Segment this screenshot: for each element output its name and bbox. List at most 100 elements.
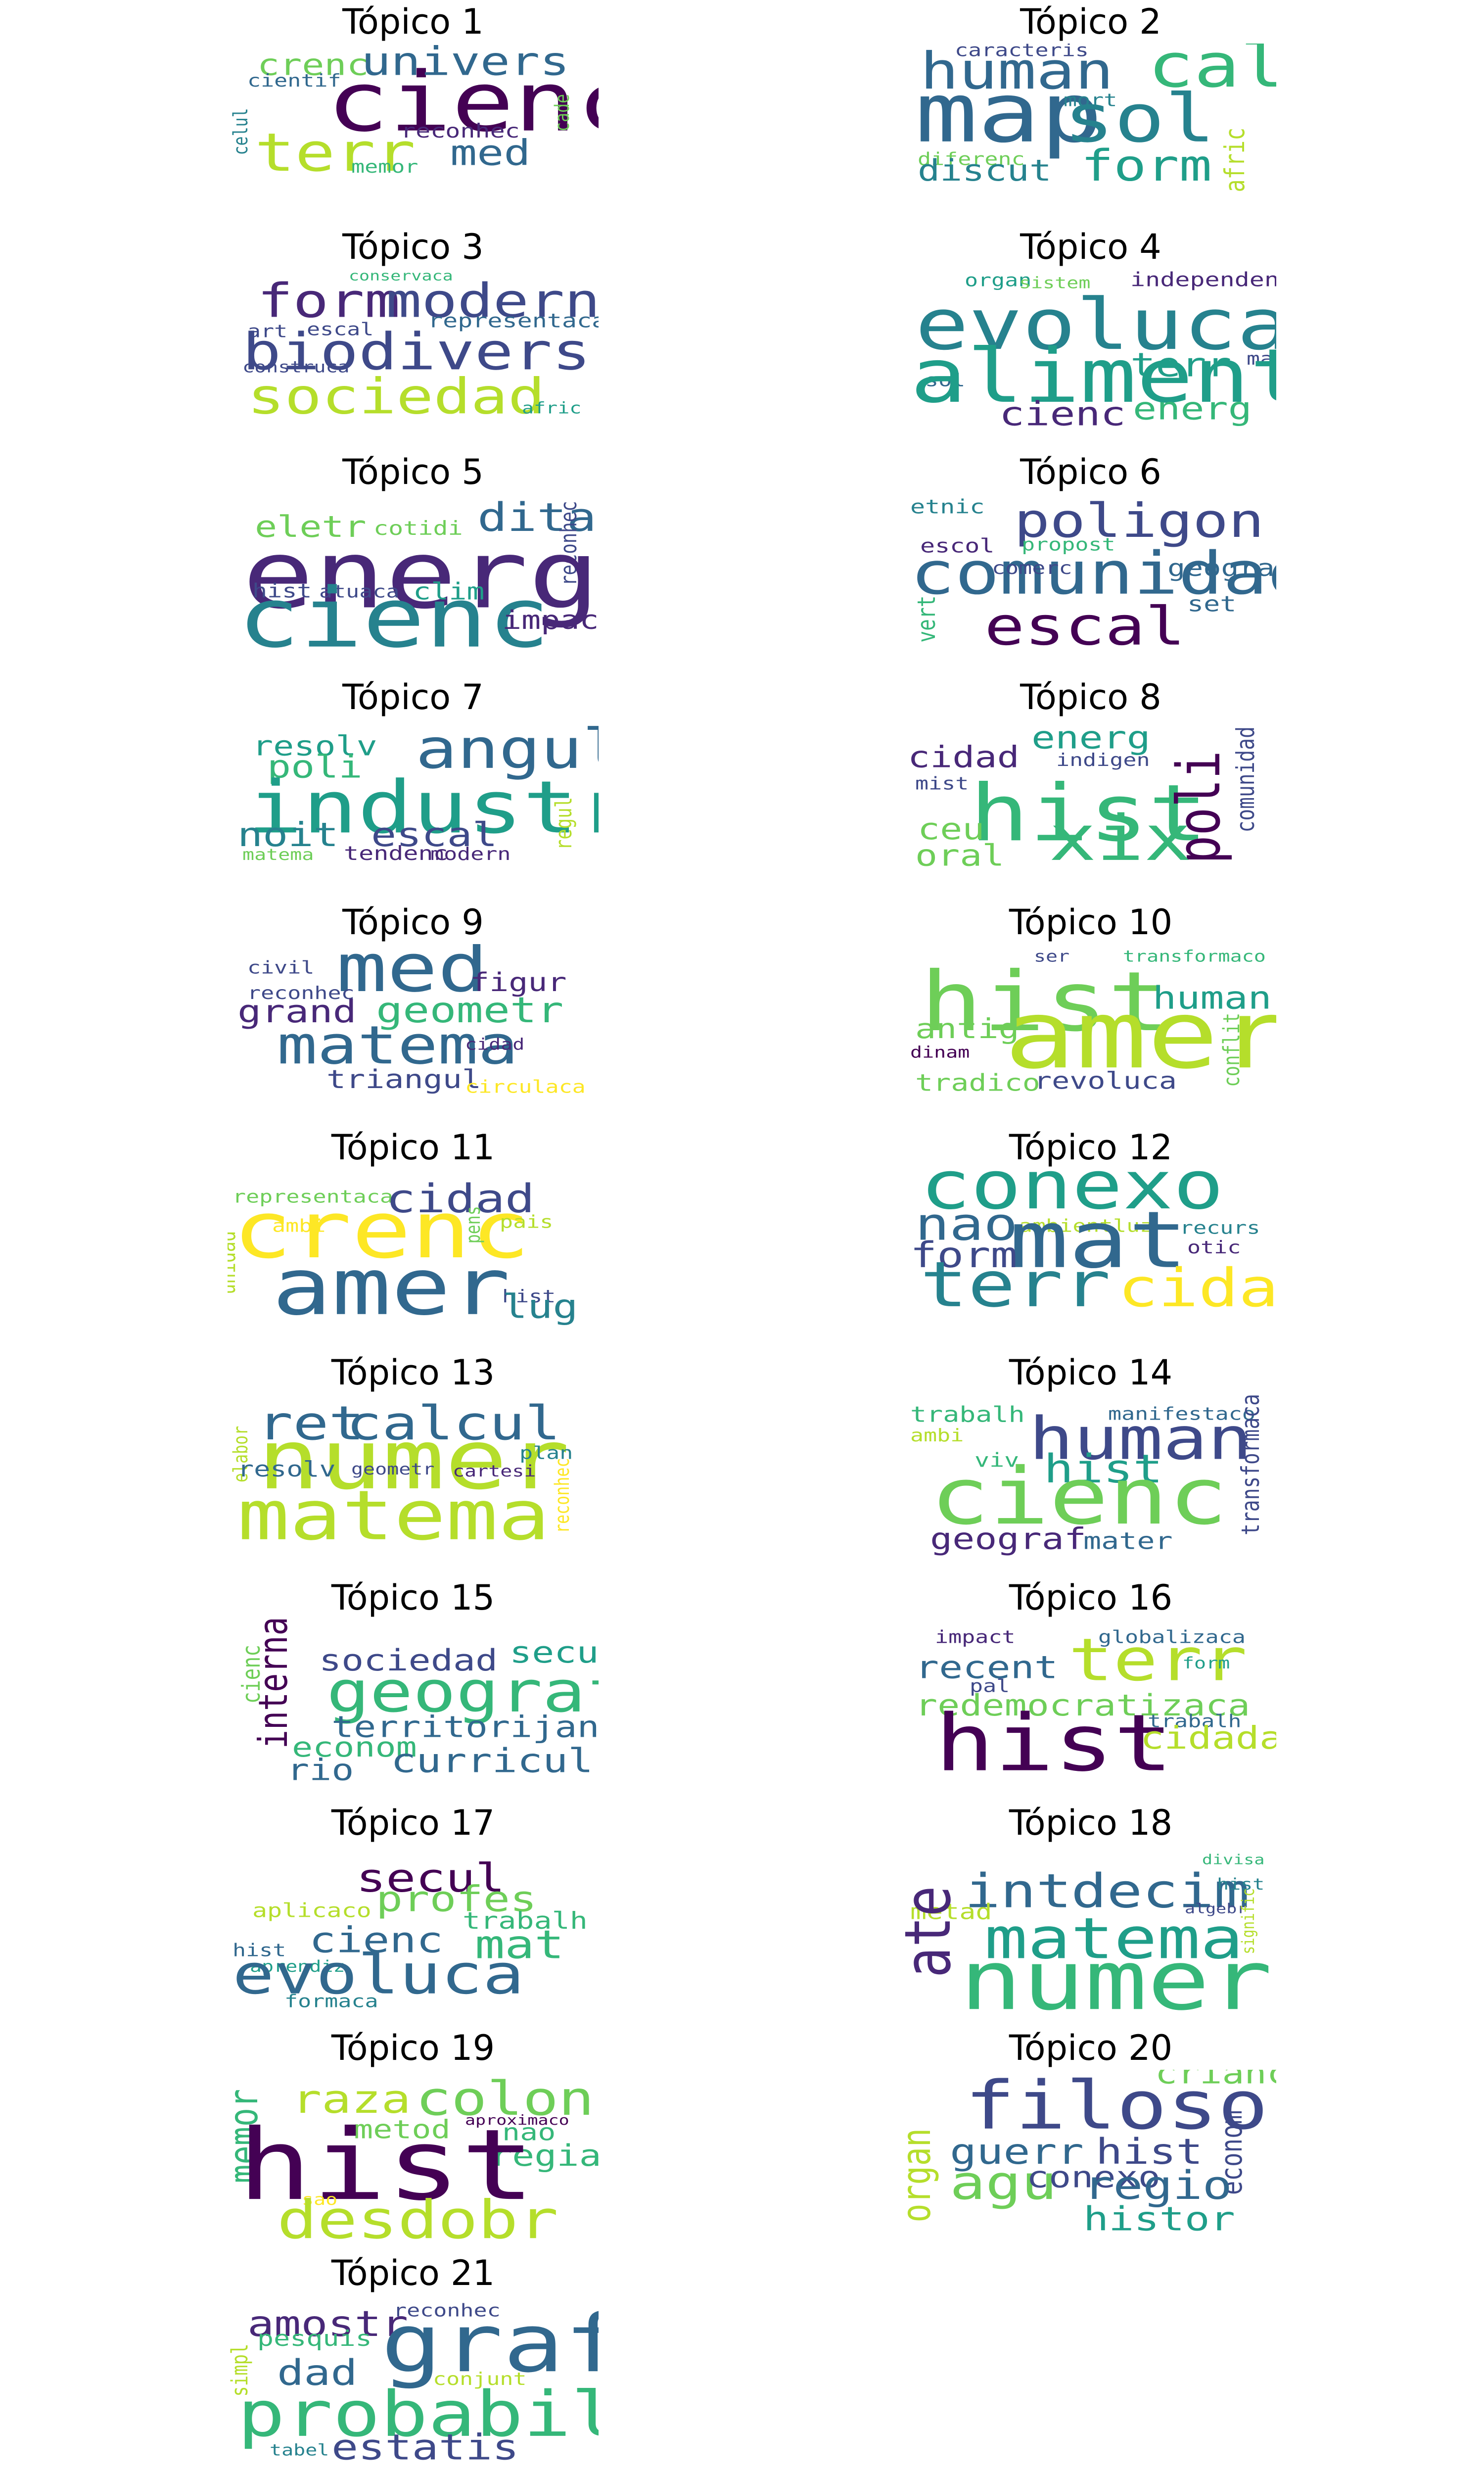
word-representaca: representaca: [428, 309, 599, 333]
word-energ: energ: [1031, 719, 1151, 756]
word-hist: hist: [232, 1940, 286, 1960]
word-aproximaco: aproximaco: [465, 2112, 569, 2128]
word-antig: antig: [915, 1012, 1020, 1045]
word-crenc: crenc: [257, 48, 369, 82]
word-conjunt: conjunt: [433, 2369, 527, 2389]
word-etnic: etnic: [910, 495, 985, 519]
word-comerc: comerc: [992, 558, 1072, 578]
word-otic: otic: [1187, 1237, 1241, 1258]
word-mist: mist: [915, 773, 969, 794]
word-guerr: guerr: [950, 2132, 1084, 2172]
word-form: form: [910, 1235, 1018, 1276]
word-simpl: simpl: [228, 2344, 253, 2397]
word-aplicaco: aplicaco: [252, 1899, 371, 1922]
word-amostr: amostr: [247, 2304, 408, 2344]
word-dinam: dinam: [910, 1043, 970, 1061]
word-cloud: criancfilosof organ guerr hist econom agucone…: [905, 2070, 1276, 2238]
word-mat: mat: [1247, 348, 1276, 369]
word-mat: mat: [1009, 1194, 1188, 1285]
word-pesquis: pesquis: [257, 2326, 372, 2351]
word-modern: modern: [430, 843, 511, 864]
topic-title: Tópico 1: [342, 1, 484, 42]
word-impact: impact: [935, 1626, 1016, 1647]
topic-18-panel: Tópico 18 divisa int decim hist metad algebr si…: [905, 1803, 1276, 2025]
word-trabalh: trabalh: [1148, 1711, 1242, 1731]
word-matema: matema: [984, 1905, 1244, 1971]
word-terr: terr: [1130, 346, 1232, 384]
word-hist: hist: [237, 2109, 535, 2223]
word-econom: econom: [292, 1731, 417, 1763]
word-art: art: [247, 321, 287, 341]
word-set: set: [1187, 591, 1236, 617]
word-geometr: geometr: [351, 1460, 434, 1478]
word-pens: pens: [462, 1206, 485, 1243]
topic-title: Tópico 5: [342, 452, 484, 492]
word-ate: ate: [905, 1886, 965, 1978]
word-celul: celul: [229, 108, 252, 155]
word-univers: univers: [361, 44, 569, 85]
word-discut: discut: [918, 153, 1052, 188]
topic-21-panel: Tópico 21 amostrreconhecgraf pesquissimpld…: [228, 2253, 599, 2474]
word-mater: mater: [1083, 1527, 1173, 1555]
word-recurs: recurs: [1180, 1217, 1260, 1238]
word-cienc: cienc: [999, 395, 1126, 433]
word-regul: regul: [551, 797, 577, 850]
word-tradico: tradico: [915, 1069, 1040, 1096]
word-human: human: [1153, 980, 1272, 1017]
word-hist: hist: [920, 954, 1170, 1050]
word-poli: poli: [267, 749, 363, 786]
word-terr: terr: [1068, 1625, 1247, 1694]
word-lug: lug: [502, 1287, 578, 1326]
word-evoluca: evoluca: [915, 284, 1276, 366]
word-rio: rio: [287, 1753, 354, 1787]
word-modern: modern: [386, 274, 599, 329]
word-hist: hist: [1096, 2132, 1203, 2172]
word-cientif: cientif: [247, 70, 341, 91]
word-regio: regio: [1083, 2163, 1232, 2208]
word-calcul: calcul: [346, 1396, 560, 1451]
word-indigen: indigen: [1056, 750, 1150, 770]
topic-3-panel: Tópico 3 conservaca form modern art escal repr…: [228, 227, 599, 449]
word-luz: luz: [1113, 1215, 1153, 1236]
word-cidad: cidad: [908, 740, 1020, 774]
word-ditad: ditad: [477, 495, 599, 540]
word-trabalh: trabalh: [910, 1402, 1025, 1427]
word-recent: recent: [915, 1650, 1058, 1686]
word-manifestaco: manifestaco: [1108, 1403, 1255, 1424]
word-cidad: cidad: [1118, 1257, 1276, 1319]
topic-title: Tópico 10: [1009, 902, 1173, 943]
word-regia: regia: [490, 2139, 599, 2173]
word-human: human: [1029, 1404, 1252, 1473]
word-globalizaca: globalizaca: [1098, 1626, 1246, 1647]
word-cloud: eletr cotidi ditadreconhecenerghist atuacac…: [237, 495, 599, 666]
word-internac: internac: [251, 1619, 297, 1749]
topic-12-panel: Tópico 12 conexo nao ambient luz recurs mat oti…: [905, 1127, 1276, 1350]
word-impact: impact: [502, 606, 599, 635]
word-hist: hist: [1217, 1875, 1264, 1894]
word-agu: agu: [950, 2155, 1057, 2210]
word-ambi: ambi: [272, 1215, 325, 1236]
word-eletr: eletr: [255, 510, 367, 544]
word-signific: signific: [1239, 1888, 1258, 1954]
topic-title: Tópico 8: [1020, 677, 1161, 717]
topic-title: Tópico 9: [342, 902, 484, 943]
word-tabel: tabel: [270, 2441, 329, 2459]
word-curricul: curricul: [391, 1742, 593, 1780]
word-algebr: algebr: [1185, 1901, 1247, 1917]
topic-title: Tópico 15: [331, 1577, 495, 1618]
word-metad: metad: [910, 1899, 992, 1924]
topic-title: Tópico 17: [331, 1803, 495, 1843]
topic-10-panel: Tópico 10 ser transformaco hist human antig am…: [905, 902, 1276, 1125]
word-geograf: geograf: [930, 1522, 1086, 1556]
